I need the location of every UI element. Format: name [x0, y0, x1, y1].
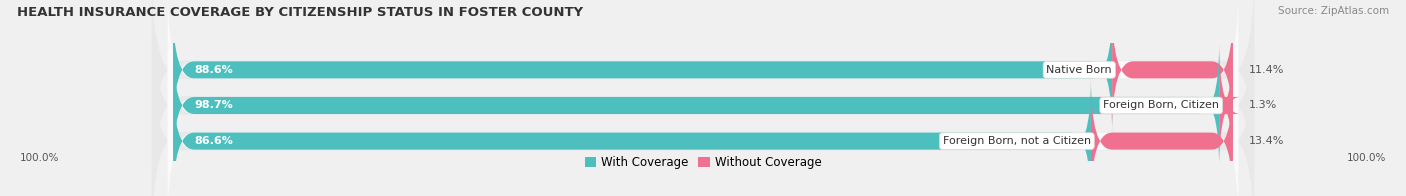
Text: 88.6%: 88.6%	[194, 65, 233, 75]
FancyBboxPatch shape	[1212, 43, 1240, 168]
Text: 1.3%: 1.3%	[1249, 101, 1277, 111]
Text: 98.7%: 98.7%	[194, 101, 233, 111]
Text: Source: ZipAtlas.com: Source: ZipAtlas.com	[1278, 6, 1389, 16]
Text: Native Born: Native Born	[1046, 65, 1112, 75]
FancyBboxPatch shape	[167, 25, 1239, 186]
FancyBboxPatch shape	[1112, 7, 1233, 132]
FancyBboxPatch shape	[173, 78, 1091, 196]
Text: 100.0%: 100.0%	[1347, 153, 1386, 163]
Text: Foreign Born, not a Citizen: Foreign Born, not a Citizen	[943, 136, 1091, 146]
FancyBboxPatch shape	[152, 8, 1254, 196]
FancyBboxPatch shape	[173, 7, 1112, 132]
Text: 13.4%: 13.4%	[1249, 136, 1284, 146]
FancyBboxPatch shape	[167, 0, 1239, 150]
FancyBboxPatch shape	[1091, 78, 1233, 196]
FancyBboxPatch shape	[173, 43, 1219, 168]
Text: Foreign Born, Citizen: Foreign Born, Citizen	[1104, 101, 1219, 111]
Text: HEALTH INSURANCE COVERAGE BY CITIZENSHIP STATUS IN FOSTER COUNTY: HEALTH INSURANCE COVERAGE BY CITIZENSHIP…	[17, 6, 583, 19]
FancyBboxPatch shape	[152, 0, 1254, 168]
FancyBboxPatch shape	[167, 61, 1239, 196]
Legend: With Coverage, Without Coverage: With Coverage, Without Coverage	[585, 156, 821, 169]
Text: 11.4%: 11.4%	[1249, 65, 1284, 75]
Text: 86.6%: 86.6%	[194, 136, 233, 146]
FancyBboxPatch shape	[152, 44, 1254, 196]
Text: 100.0%: 100.0%	[20, 153, 59, 163]
